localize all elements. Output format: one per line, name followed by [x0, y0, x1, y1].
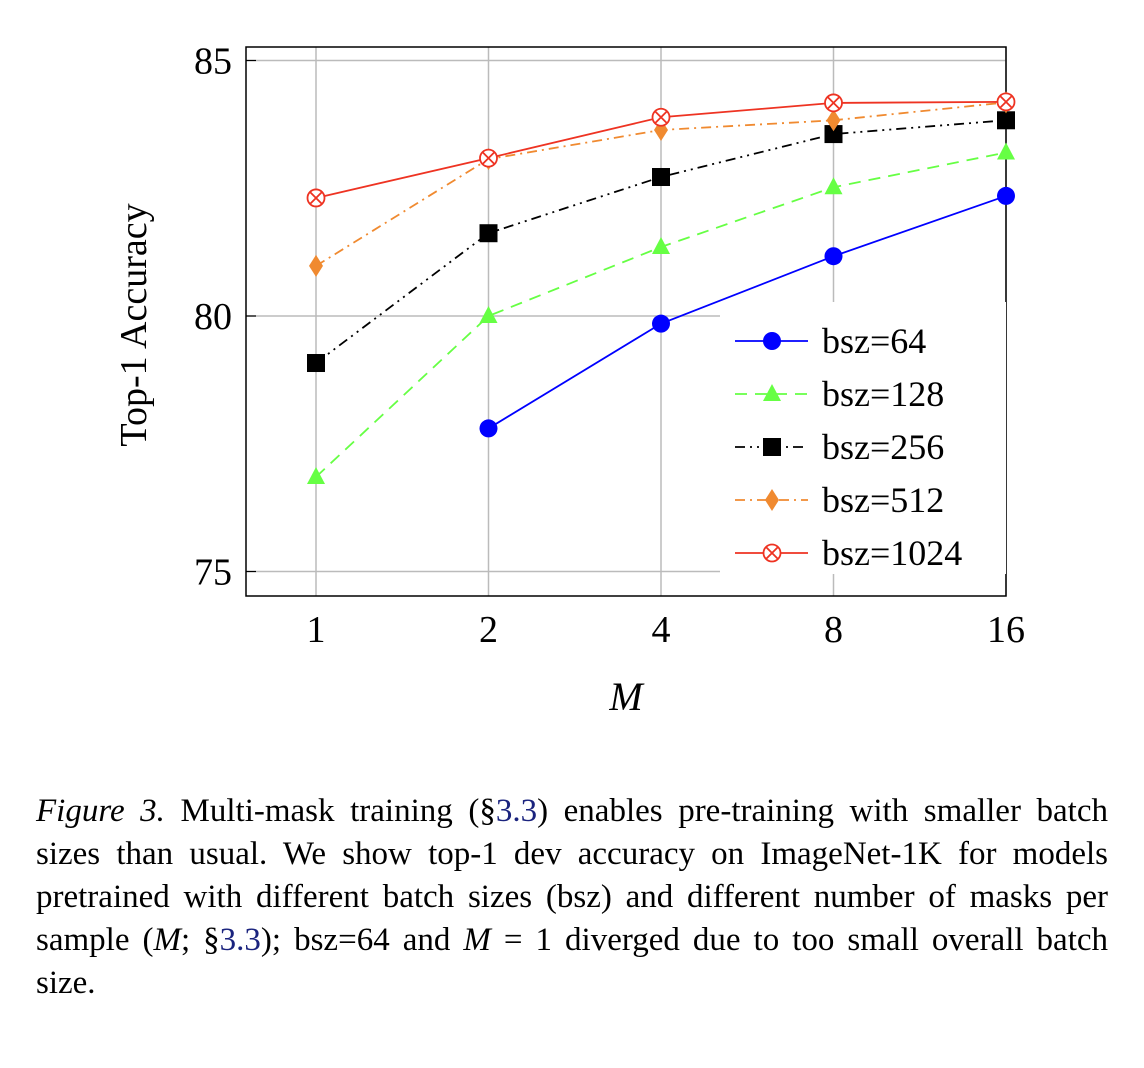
- series-bsz=1024: [306, 92, 1016, 208]
- series-line: [488, 195, 1007, 430]
- otimes-cross: [765, 546, 779, 560]
- x-tick-label: 4: [652, 609, 671, 651]
- x-axis-label: M: [608, 674, 645, 719]
- triangle-marker: [763, 384, 781, 401]
- y-tick-label: 75: [194, 552, 232, 594]
- series-bsz=64: [479, 186, 1015, 438]
- otimes-cross: [654, 110, 668, 124]
- figure-caption: Figure 3. Multi-mask training (§3.3) ena…: [36, 790, 1108, 1005]
- otimes-cross: [481, 151, 496, 165]
- y-axis-label: Top-1 Accuracy: [113, 203, 155, 446]
- circle-marker: [824, 247, 843, 266]
- triangle-marker: [479, 306, 498, 323]
- triangle-marker: [824, 177, 843, 195]
- legend-label: bsz=64: [822, 321, 926, 361]
- square-marker: [997, 111, 1015, 130]
- legend-label: bsz=256: [822, 427, 944, 467]
- circle-marker: [763, 332, 781, 350]
- series-bsz=256: [307, 111, 1015, 373]
- square-marker: [652, 168, 670, 187]
- x-tick-label: 16: [987, 609, 1025, 651]
- triangle-marker: [307, 466, 325, 484]
- series-bsz=128: [307, 142, 1015, 484]
- circle-marker: [997, 186, 1015, 205]
- caption-text: ); bsz=64 and: [260, 922, 464, 958]
- caption-math: M: [153, 922, 181, 958]
- section-link[interactable]: 3.3: [219, 922, 261, 958]
- caption-math: M: [463, 922, 491, 958]
- legend-label: bsz=128: [822, 374, 944, 414]
- triangle-marker: [997, 142, 1015, 160]
- circle-marker: [652, 314, 670, 333]
- x-tick-label: 8: [824, 609, 843, 651]
- legend: bsz=64 bsz=128 bsz=256 bsz=512 bsz=1024: [720, 302, 1006, 574]
- y-tick-label: 85: [194, 41, 232, 83]
- caption-text: Multi-mask training (§: [164, 793, 496, 829]
- legend-label: bsz=1024: [822, 533, 962, 573]
- caption-text: ) enables pre-training with smaller batc…: [36, 793, 1108, 958]
- triangle-marker: [652, 237, 670, 255]
- caption-text: = 1 diverged due to too small overall ba…: [36, 922, 1109, 1001]
- square-marker: [479, 224, 498, 243]
- x-tick-label: 1: [307, 609, 326, 651]
- otimes-cross: [826, 96, 841, 110]
- otimes-cross: [309, 191, 323, 205]
- caption-label: Figure 3.: [36, 793, 165, 829]
- otimes-cross: [999, 95, 1013, 109]
- square-marker: [763, 438, 781, 456]
- y-tick-label: 80: [194, 296, 232, 338]
- diamond-marker: [309, 254, 323, 277]
- caption-text: ; §: [180, 922, 220, 958]
- square-marker: [824, 125, 843, 144]
- diamond-marker: [765, 489, 779, 511]
- section-link[interactable]: 3.3: [495, 793, 538, 829]
- diamond-marker: [826, 109, 841, 132]
- series-line: [315, 119, 1007, 364]
- legend-label: bsz=512: [822, 480, 944, 520]
- line-chart: 75 80 85 1 2 4 8 16 M Top-1 Accuracy bsz=64 bsz=128…: [113, 41, 1025, 720]
- circle-marker: [479, 419, 498, 438]
- square-marker: [307, 354, 325, 373]
- x-tick-label: 2: [479, 609, 498, 651]
